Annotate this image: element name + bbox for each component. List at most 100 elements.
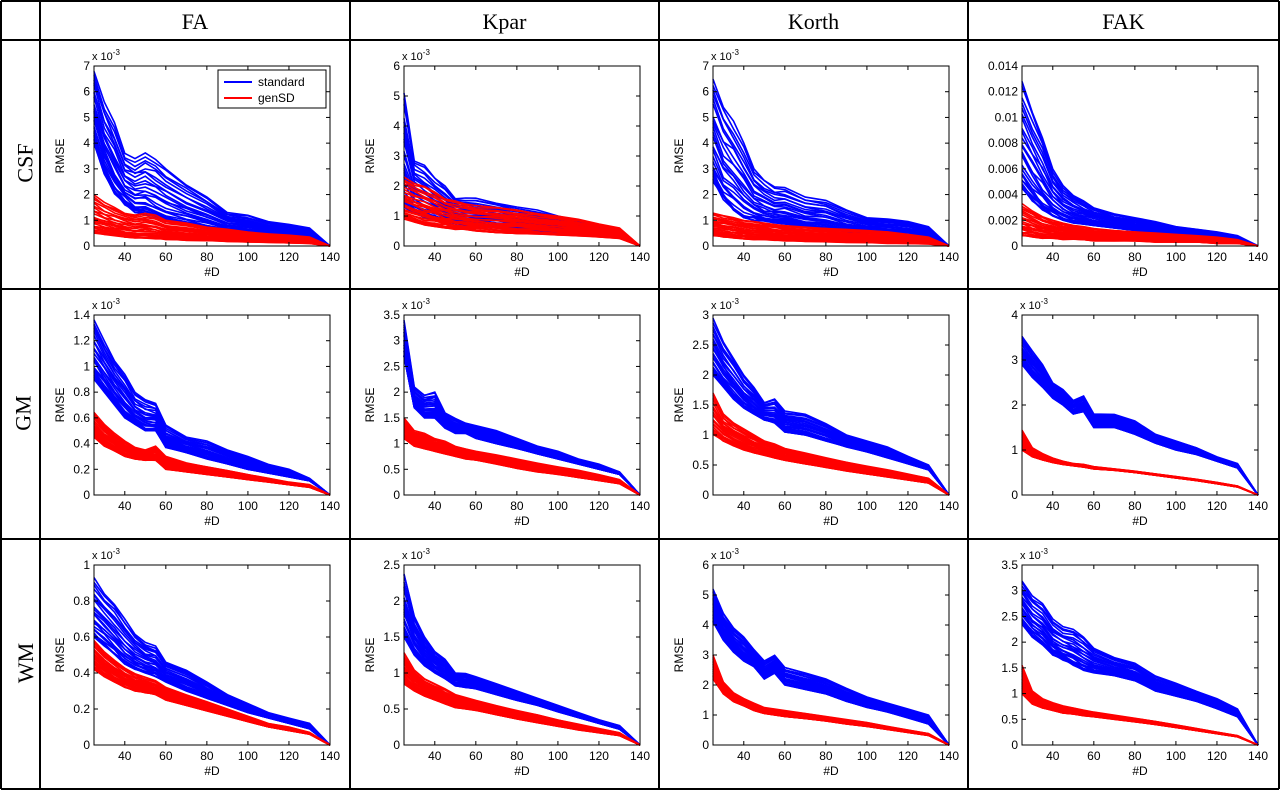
x-axis-label: #D xyxy=(823,265,839,279)
y-tick-label: 1.2 xyxy=(73,334,90,348)
y-tick-label: 1 xyxy=(1011,687,1018,701)
x-axis-label: #D xyxy=(1132,265,1148,279)
x-tick-label: 40 xyxy=(428,749,442,763)
y-tick-label: 2.5 xyxy=(383,558,400,572)
chart-svg-wm-korth: 40 60 80 100 120 140 0 1 2 3 4 5 6 #D RMSE x 10-3 xyxy=(672,547,959,778)
y-tick-label: 0.5 xyxy=(383,462,400,476)
series-line-standard xyxy=(712,85,950,247)
y-tick-label: 0 xyxy=(393,738,400,752)
y-tick-label: 0.8 xyxy=(73,594,90,608)
axis-exponent-label: x 10-3 xyxy=(1020,547,1048,562)
axis-exponent-power: -3 xyxy=(423,297,431,306)
x-tick-label: 140 xyxy=(1248,749,1268,763)
x-tick-label: 100 xyxy=(1166,749,1186,763)
chart-panel-gm-fak: 40 60 80 100 120 140 0 1 2 3 4 #D x 10-3 xyxy=(970,291,1276,543)
y-axis-label: RMSE xyxy=(53,638,67,673)
series-line-genSD xyxy=(712,392,950,496)
chart-panel-gm-fa: 40 60 80 100 120 140 0 0.2 0.4 0.6 0.8 1 1.2 1.4 #D RMS… xyxy=(42,291,348,543)
y-tick-label: 3 xyxy=(393,149,400,163)
axis-exponent-power: -3 xyxy=(423,48,431,57)
y-tick-label: 4 xyxy=(702,618,709,632)
y-tick-label: 1.4 xyxy=(73,308,90,322)
y-tick-label: 2 xyxy=(393,594,400,608)
axis-exponent-label: x 10-3 xyxy=(711,547,739,562)
axes-frame xyxy=(403,314,641,496)
x-tick-label: 60 xyxy=(159,499,173,513)
y-tick-label: 0 xyxy=(702,738,709,752)
x-tick-label: 80 xyxy=(1128,250,1142,264)
x-tick-label: 100 xyxy=(857,499,877,513)
axis-exponent-power: -3 xyxy=(423,547,431,556)
x-tick-label: 140 xyxy=(939,499,959,513)
x-tick-label: 60 xyxy=(469,250,483,264)
x-tick-label: 120 xyxy=(279,250,299,264)
legend-label-standard: standard xyxy=(258,75,305,89)
x-tick-label: 120 xyxy=(1207,250,1227,264)
chart-svg-wm-fak: 40 60 80 100 120 140 0 0.5 1 1.5 2 2.5 3 3.5 #D x 10-3 xyxy=(1001,547,1268,778)
chart-svg-csf-korth: 40 60 80 100 120 140 0 1 2 3 4 5 6 7 #D RMSE x 10-3 xyxy=(672,48,959,279)
y-tick-label: 0.5 xyxy=(383,702,400,716)
series-line-standard xyxy=(403,573,641,746)
axes-frame xyxy=(1021,564,1259,746)
series-line-genSD xyxy=(403,213,641,247)
chart-panel-gm-kpar: 40 60 80 100 120 140 0 0.5 1 1.5 2 2.5 3 3.5 #D RMSE x 1… xyxy=(352,291,658,543)
y-axis-label: RMSE xyxy=(53,388,67,423)
x-axis-label: #D xyxy=(823,764,839,778)
column-header-kpar: Kpar xyxy=(482,9,527,34)
x-tick-label: 100 xyxy=(857,250,877,264)
y-tick-label: 6 xyxy=(702,558,709,572)
axis-exponent-label: x 10-3 xyxy=(711,48,739,63)
y-tick-label: 1 xyxy=(702,213,709,227)
series-line-standard xyxy=(93,319,331,496)
y-tick-label: 1 xyxy=(702,708,709,722)
series-line-standard xyxy=(93,577,331,746)
x-tick-label: 80 xyxy=(200,749,214,763)
axis-exponent-label: x 10-3 xyxy=(92,297,120,312)
y-tick-label: 0.012 xyxy=(988,85,1018,99)
axis-exponent-power: -3 xyxy=(1041,547,1049,556)
y-tick-label: 0.4 xyxy=(73,437,90,451)
axis-exponent-power: -3 xyxy=(1041,297,1049,306)
x-tick-label: 100 xyxy=(548,250,568,264)
series-line-genSD xyxy=(93,640,331,746)
y-tick-label: 0 xyxy=(83,738,90,752)
axes-frame xyxy=(1021,65,1259,247)
series-line-genSD xyxy=(1021,202,1259,247)
x-tick-label: 40 xyxy=(428,250,442,264)
y-tick-label: 5 xyxy=(393,89,400,103)
y-tick-label: 7 xyxy=(702,59,709,73)
x-tick-label: 60 xyxy=(778,499,792,513)
row-header-wm: WM xyxy=(13,642,39,684)
y-tick-label: 3.5 xyxy=(1001,558,1018,572)
series-line-genSD xyxy=(403,417,641,496)
y-tick-label: 6 xyxy=(83,85,90,99)
y-tick-label: 3 xyxy=(1011,353,1018,367)
x-tick-label: 60 xyxy=(159,749,173,763)
y-tick-label: 3 xyxy=(83,162,90,176)
x-axis-label: #D xyxy=(514,265,530,279)
x-tick-label: 60 xyxy=(778,749,792,763)
y-tick-label: 4 xyxy=(702,136,709,150)
y-tick-label: 6 xyxy=(393,59,400,73)
x-tick-label: 140 xyxy=(939,749,959,763)
y-tick-label: 0.5 xyxy=(1001,712,1018,726)
series-line-standard xyxy=(1021,596,1259,746)
y-tick-label: 1 xyxy=(83,359,90,373)
chart-panel-gm-korth: 40 60 80 100 120 140 0 0.5 1 1.5 2 2.5 3 #D RMSE x 10-3 xyxy=(661,291,967,543)
x-axis-label: #D xyxy=(514,514,530,528)
x-tick-label: 140 xyxy=(630,749,650,763)
x-axis-label: #D xyxy=(204,514,220,528)
y-tick-label: 1.5 xyxy=(383,630,400,644)
y-tick-label: 0.6 xyxy=(73,411,90,425)
series-line-standard xyxy=(712,588,950,746)
x-tick-label: 100 xyxy=(548,749,568,763)
x-tick-label: 40 xyxy=(737,250,751,264)
row-header-gm: GM xyxy=(10,395,36,431)
y-tick-label: 3 xyxy=(702,648,709,662)
x-tick-label: 80 xyxy=(819,499,833,513)
y-tick-label: 0 xyxy=(702,488,709,502)
x-tick-label: 120 xyxy=(898,499,918,513)
axis-exponent-power: -3 xyxy=(732,297,740,306)
series-line-genSD xyxy=(403,191,641,247)
y-axis-label: RMSE xyxy=(363,388,377,423)
